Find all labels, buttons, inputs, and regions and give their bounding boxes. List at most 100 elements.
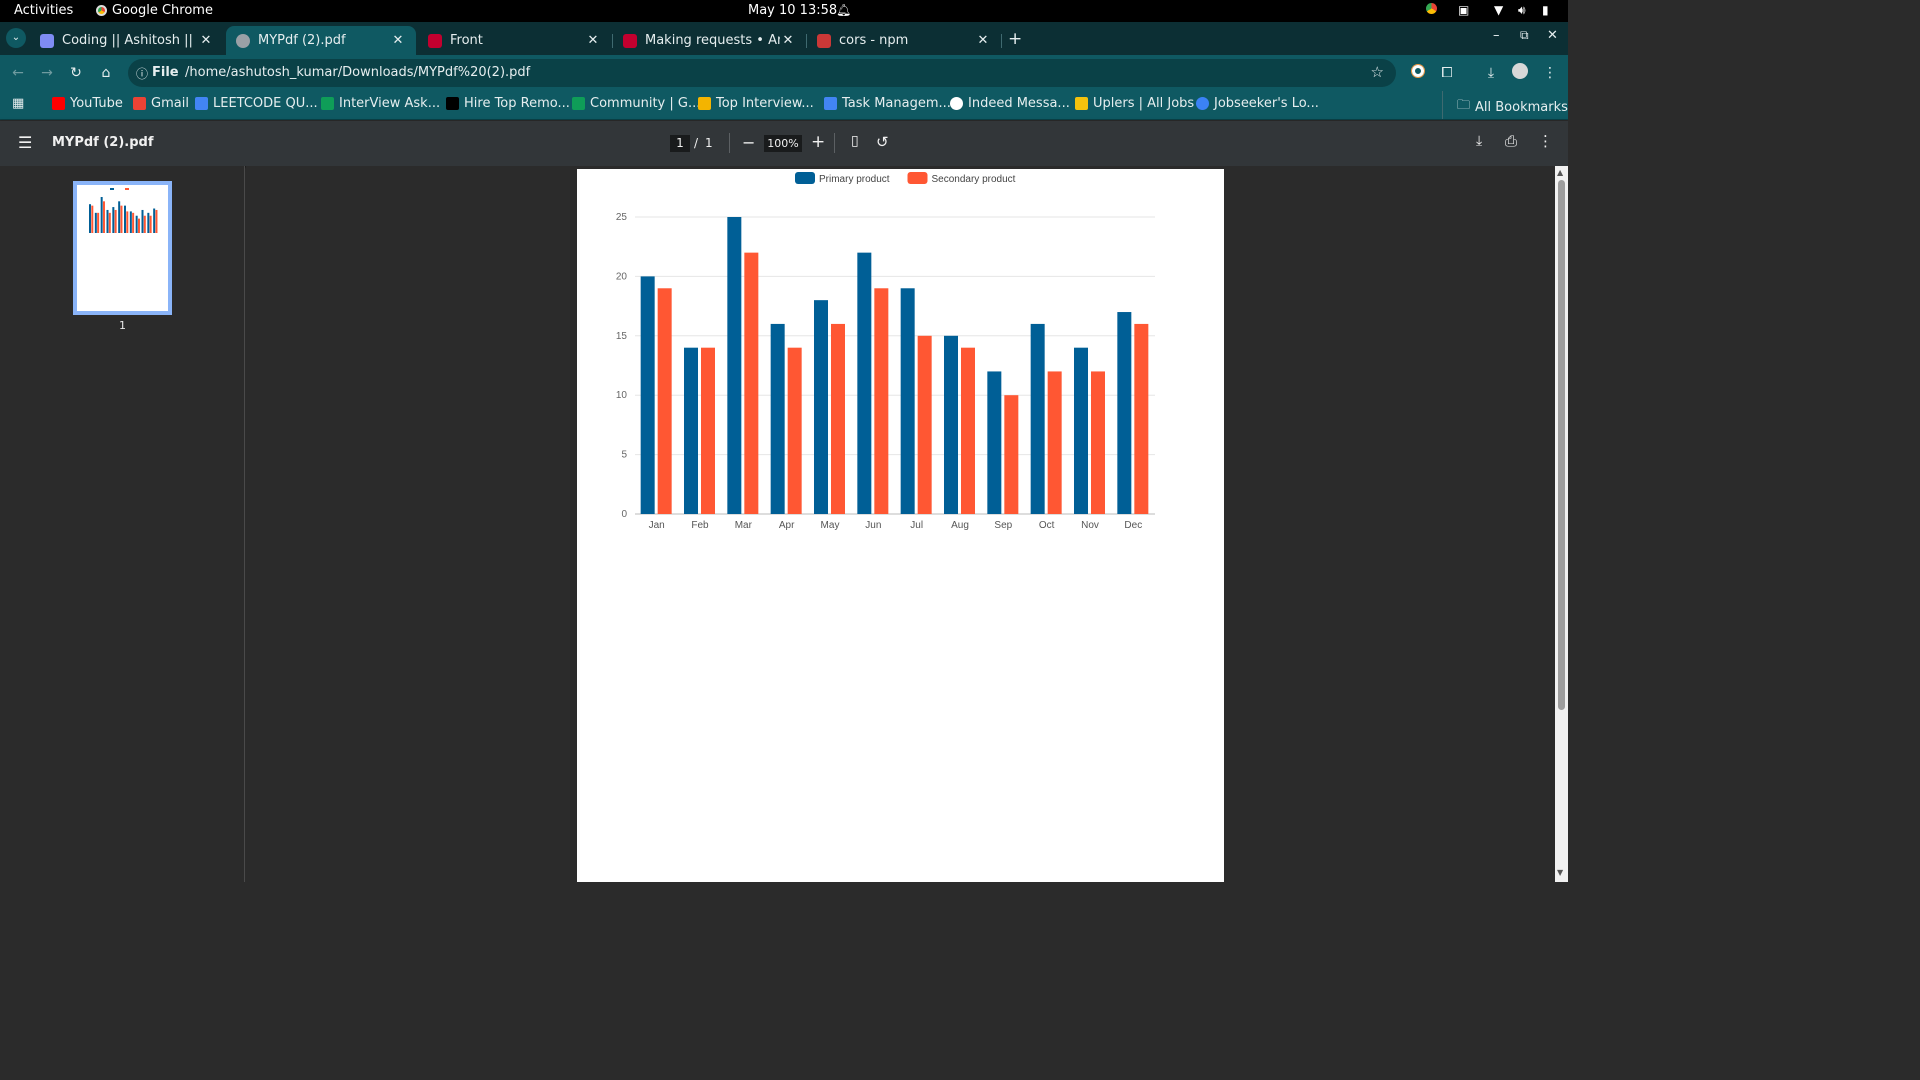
battery-icon[interactable]: ▮ — [1542, 3, 1549, 17]
activities-button[interactable]: Activities — [14, 3, 74, 18]
scroll-up-icon[interactable]: ▲ — [1557, 168, 1564, 177]
app-name: Google Chrome — [112, 3, 213, 18]
bookmark-leetcode[interactable]: LEETCODE QU... — [195, 96, 318, 111]
fit-page-icon[interactable]: ▯ — [851, 133, 859, 149]
teams-icon — [40, 33, 54, 48]
thumb-bar — [106, 209, 109, 233]
thumb-bar — [120, 205, 123, 233]
bookmark-uplers[interactable]: Uplers | All Jobs — [1075, 96, 1194, 111]
close-icon[interactable]: ✕ — [587, 33, 599, 48]
gmail-icon — [133, 97, 146, 110]
thumb-bar — [149, 215, 152, 233]
thumbnail-sidebar: 1 — [0, 166, 245, 882]
chrome-tray-icon[interactable] — [1426, 3, 1437, 17]
vertical-scrollbar[interactable]: ▲ ▼ — [1555, 166, 1568, 882]
forward-button[interactable]: → — [41, 65, 53, 81]
zoom-input[interactable]: 100% — [764, 135, 802, 152]
check-icon — [446, 97, 459, 110]
bookmark-label: Jobseeker's Lo... — [1214, 96, 1319, 111]
stack-icon — [698, 97, 711, 110]
back-button[interactable]: ← — [12, 65, 24, 81]
page-thumbnail[interactable] — [73, 181, 172, 315]
tab-search-button[interactable]: ⌄ — [6, 28, 26, 48]
y-tick-label: 0 — [621, 509, 627, 520]
legend-swatch — [795, 172, 815, 184]
volume-icon[interactable]: 🔊︎ — [1518, 3, 1526, 17]
bookmark-task[interactable]: Task Managem... — [824, 96, 951, 111]
reload-button[interactable]: ↻ — [70, 65, 82, 81]
y-tick-label: 20 — [616, 271, 628, 282]
bookmark-label: Community | G... — [590, 96, 701, 111]
home-button[interactable]: ⌂ — [101, 65, 111, 81]
legend-label: Secondary product — [932, 174, 1016, 185]
print-icon[interactable]: ⎙ — [1505, 132, 1518, 150]
close-icon[interactable]: ✕ — [392, 33, 404, 48]
legend-label: Primary product — [819, 174, 890, 185]
page-number-input[interactable]: 1 — [670, 135, 690, 152]
bookmark-interview[interactable]: InterView Ask... — [321, 96, 440, 111]
x-tick-label: Apr — [779, 520, 795, 531]
more-options-icon[interactable]: ⋮ — [1538, 132, 1553, 150]
x-tick-label: Jul — [910, 520, 923, 531]
thumb-bar — [91, 205, 94, 233]
menu-icon[interactable]: ⋮ — [1543, 65, 1557, 81]
window-close-button[interactable]: ✕ — [1547, 28, 1558, 43]
zoom-out-button[interactable]: − — [742, 133, 756, 152]
tab-mypdf[interactable]: MYPdf (2).pdf ✕ — [226, 26, 416, 55]
thumb-bar — [112, 207, 115, 233]
close-icon[interactable]: ✕ — [200, 33, 212, 48]
new-tab-button[interactable]: + — [1008, 29, 1023, 49]
download-icon[interactable]: ⤓ — [1476, 133, 1483, 149]
bookmark-hire[interactable]: Hire Top Remo... — [446, 96, 570, 111]
x-tick-label: May — [821, 520, 840, 531]
tab-front[interactable]: Front ✕ — [418, 26, 611, 55]
document-viewport[interactable]: Primary product Secondary product Jan Feb M… — [246, 166, 1555, 882]
address-bar[interactable]: ⓘ File /home/ashutosh_kumar/Downloads/MY… — [128, 59, 1396, 87]
close-icon[interactable]: ✕ — [782, 33, 794, 48]
scroll-down-icon[interactable]: ▼ — [1557, 868, 1564, 877]
all-bookmarks[interactable]: 🗀︎ All Bookmarks — [1457, 96, 1568, 118]
x-tick-label: Feb — [691, 520, 709, 531]
y-tick-label: 15 — [616, 331, 628, 342]
tab-coding[interactable]: Coding || Ashitosh || MEA ✕ — [30, 26, 224, 55]
zoom-in-button[interactable]: + — [811, 132, 826, 152]
wifi-icon[interactable]: ▼ — [1494, 3, 1504, 17]
bookmark-gmail[interactable]: Gmail — [133, 96, 189, 111]
bookmarks-bar: ▦ YouTube Gmail LEETCODE QU... InterView… — [0, 91, 1568, 120]
community-icon — [572, 97, 585, 110]
download-icon[interactable]: ⤓ — [1487, 65, 1495, 81]
hamburger-menu-icon[interactable]: ☰ — [18, 133, 33, 152]
thumb-bar — [89, 204, 91, 233]
bookmark-jobseeker[interactable]: Jobseeker's Lo... — [1196, 96, 1319, 111]
rotate-icon[interactable]: ↺ — [876, 133, 889, 151]
extension-icon[interactable] — [1408, 63, 1428, 83]
close-icon[interactable]: ✕ — [977, 33, 989, 48]
teams-tray-icon[interactable]: ▣ — [1458, 3, 1470, 17]
url-text[interactable]: /home/ashutosh_kumar/Downloads/MYPdf%20(… — [185, 65, 531, 80]
x-tick-label: Mar — [735, 520, 753, 531]
bar-primary — [1117, 312, 1132, 514]
star-icon[interactable]: ☆ — [1370, 63, 1384, 81]
app-menu[interactable]: Google Chrome — [96, 3, 213, 18]
puzzle-icon[interactable]: ⧠ — [1441, 65, 1453, 81]
info-icon[interactable]: ⓘ — [136, 67, 149, 81]
restore-button[interactable]: ⧉ — [1520, 28, 1529, 42]
bookmark-youtube[interactable]: YouTube — [52, 96, 123, 111]
thumb-bar — [102, 201, 105, 233]
minimize-button[interactable]: – — [1493, 28, 1500, 43]
scrollbar-thumb[interactable] — [1558, 180, 1565, 710]
x-tick-label: Sep — [994, 520, 1012, 531]
bookmark-community[interactable]: Community | G... — [572, 96, 700, 111]
bookmark-indeed[interactable]: Indeed Messa... — [950, 96, 1070, 111]
bar-secondary — [744, 252, 759, 514]
clock[interactable]: May 10 13:58 — [748, 3, 838, 18]
apps-icon[interactable]: ▦ — [12, 96, 25, 111]
tab-cors-npm[interactable]: cors - npm ✕ — [807, 26, 1001, 55]
thumb-bar — [100, 197, 103, 233]
all-bookmarks-label: All Bookmarks — [1475, 99, 1568, 115]
npm-icon — [817, 33, 831, 48]
bar-primary — [857, 252, 872, 514]
bookmark-top-interview[interactable]: Top Interview... — [698, 96, 814, 111]
avatar[interactable] — [1510, 63, 1530, 83]
tab-making-requests[interactable]: Making requests • Angul ✕ — [613, 26, 806, 55]
